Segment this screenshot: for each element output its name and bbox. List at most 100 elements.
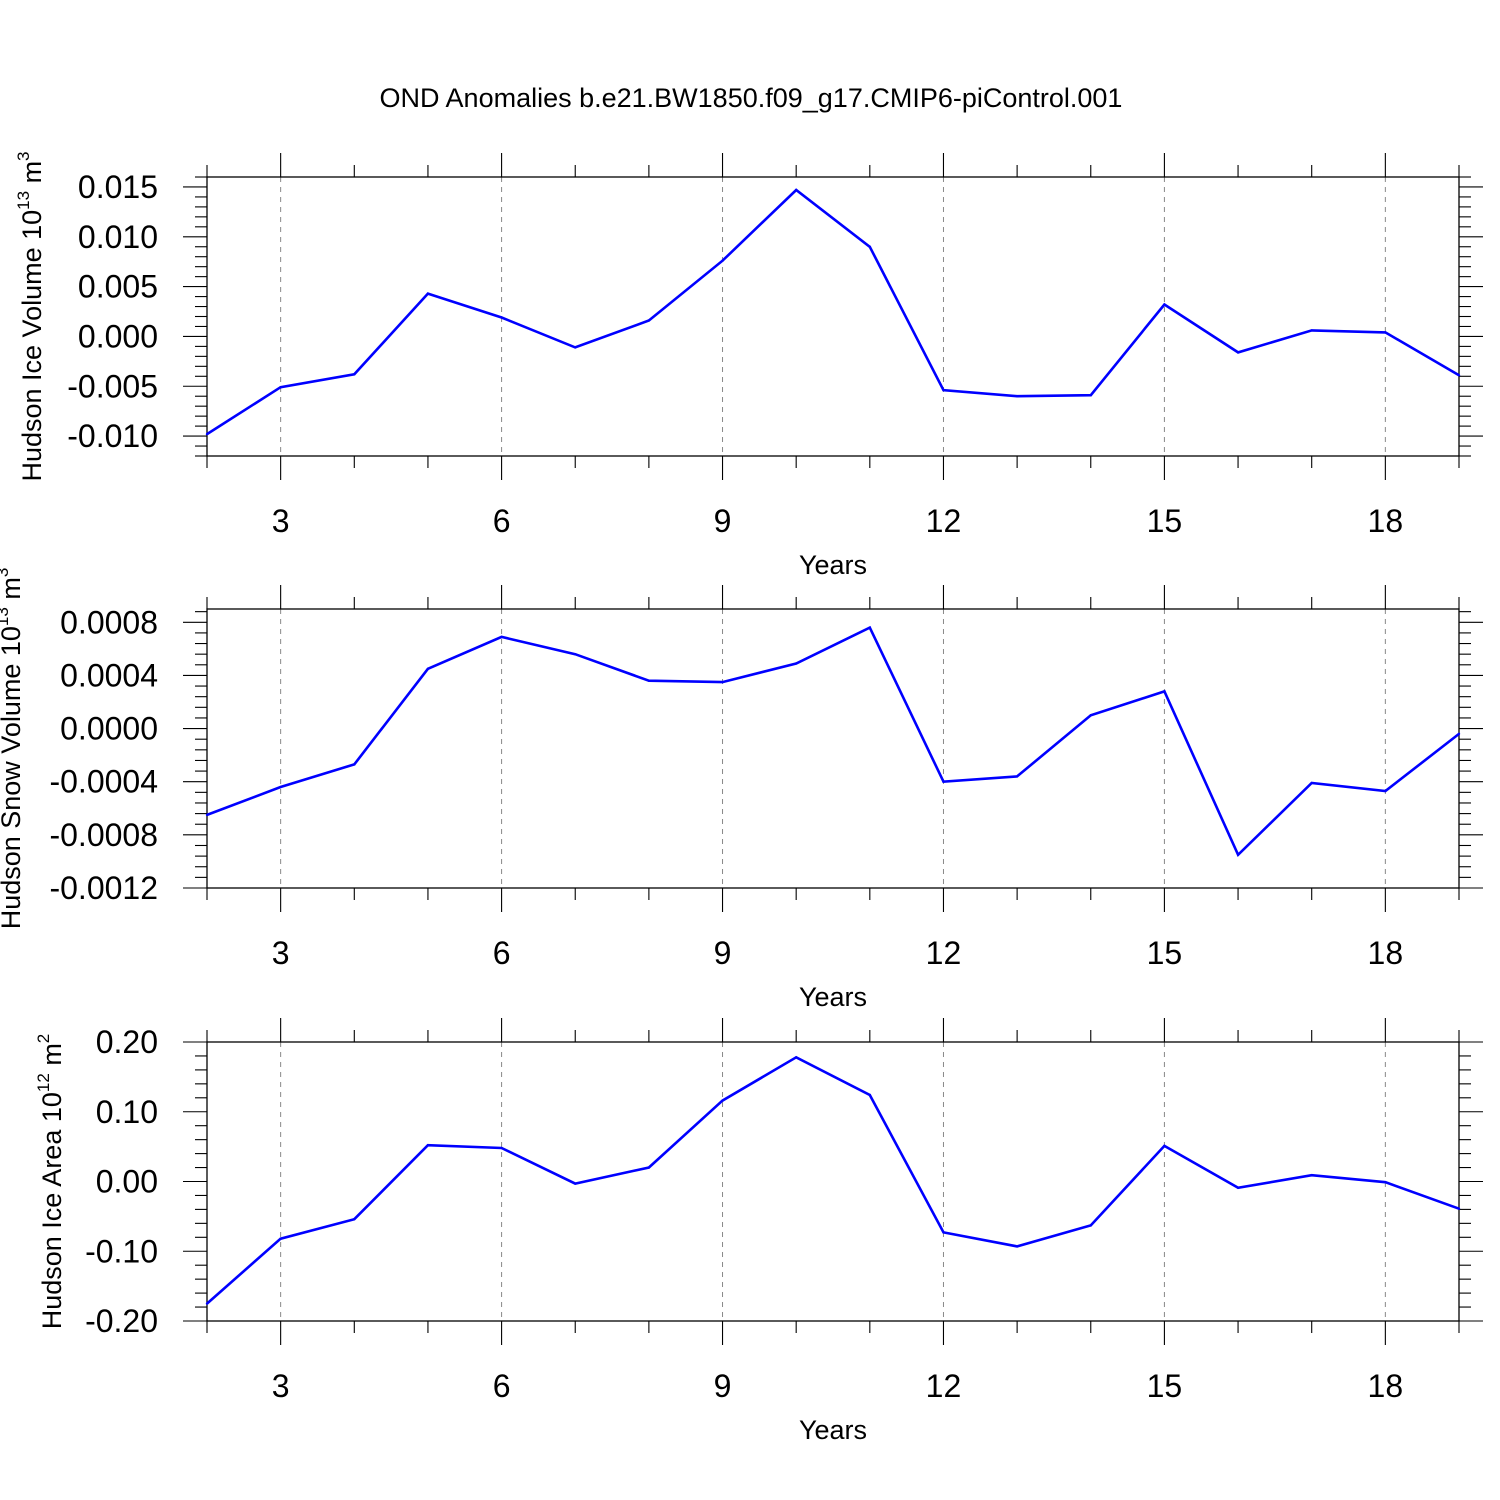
- data-point: [279, 785, 282, 789]
- y-axis-title: Hudson Snow Volume 1013 m3: [0, 568, 26, 930]
- x-tick-label: 3: [272, 1368, 290, 1404]
- x-tick-label: 3: [272, 503, 290, 539]
- y-tick-label: 0.0000: [60, 711, 158, 747]
- data-point: [868, 245, 872, 248]
- y-tick-label: -0.005: [67, 368, 158, 404]
- y-tick-label: 0.0008: [60, 604, 158, 640]
- panels: -0.010 -0.005 0.000 0.005 0.010 0.015 3 6 9 12 15 1…: [0, 151, 1483, 1445]
- data-point: [426, 667, 430, 670]
- x-tick-label: 9: [714, 935, 732, 971]
- data-point: [1384, 1180, 1387, 1184]
- y-axis-title-unit-exponent: 3: [0, 568, 12, 577]
- panel-2: -0.0012 -0.0008 -0.0004 0.0000 0.0004 0.0008 3…: [0, 568, 1483, 1012]
- y-tick-label: 0.0004: [60, 657, 158, 693]
- data-line: [206, 188, 1460, 436]
- y-tick-label: -0.20: [85, 1303, 158, 1339]
- data-point: [426, 292, 430, 295]
- x-tick-label: 18: [1368, 935, 1404, 971]
- data-point: [1163, 303, 1166, 306]
- y-tick-label: -0.0008: [49, 817, 158, 853]
- data-point: [205, 1302, 209, 1305]
- chart-title: OND Anomalies b.e21.BW1850.f09_g17.CMIP6…: [380, 83, 1123, 113]
- tick-marks: [183, 1018, 1483, 1345]
- data-point: [426, 1144, 430, 1147]
- x-tick-label: 9: [714, 503, 732, 539]
- plot-frame: [206, 608, 1460, 889]
- data-point: [942, 389, 945, 392]
- data-point: [1089, 394, 1092, 397]
- data-point: [1310, 329, 1313, 332]
- data-point: [1163, 1144, 1166, 1148]
- data-point: [1089, 714, 1092, 717]
- y-tick-label: 0.005: [78, 269, 158, 305]
- data-point: [1236, 1186, 1240, 1189]
- x-tick-label: 12: [926, 503, 962, 539]
- data-point: [1089, 1224, 1092, 1227]
- y-tick-label: 0.00: [96, 1164, 158, 1200]
- y-tick-label: 0.015: [78, 169, 158, 205]
- x-tick-label: 15: [1147, 935, 1183, 971]
- data-point: [1457, 374, 1461, 377]
- x-tick-label: 6: [493, 1368, 511, 1404]
- data-point: [868, 626, 872, 629]
- data-point: [279, 386, 282, 389]
- data-point: [1384, 331, 1387, 334]
- data-point: [794, 662, 798, 665]
- data-point: [353, 763, 356, 766]
- data-point: [500, 1146, 503, 1150]
- y-tick-label: -0.010: [67, 418, 158, 454]
- y-axis-title-exponent: 13: [14, 191, 33, 210]
- data-point: [721, 259, 724, 262]
- x-tick-label: 6: [493, 503, 511, 539]
- x-tick-label: 9: [714, 1368, 732, 1404]
- data-point: [721, 680, 724, 684]
- y-axis-title-main: Hudson Snow Volume 10: [0, 626, 26, 929]
- data-point: [1457, 732, 1461, 736]
- y-axis-title-unit: m: [17, 161, 47, 191]
- data-point: [647, 679, 651, 682]
- panel-3: -0.20 -0.10 0.00 0.10 0.20 3 6 9 12 15 18 Years Huds…: [34, 1018, 1483, 1445]
- x-tick-label: 15: [1147, 503, 1183, 539]
- x-tick-label: 12: [926, 935, 962, 971]
- data-point: [1384, 789, 1387, 793]
- data-point: [1310, 1174, 1313, 1177]
- data-point: [574, 1182, 577, 1185]
- x-tick-label: 15: [1147, 1368, 1183, 1404]
- y-tick-label: -0.0012: [49, 870, 158, 906]
- x-tick-label: 18: [1368, 503, 1404, 539]
- x-tick-label: 12: [926, 1368, 962, 1404]
- y-axis-title-main: Hudson Ice Volume 10: [17, 210, 47, 482]
- y-axis-title-unit-exponent: 2: [34, 1034, 53, 1043]
- data-point: [721, 1099, 724, 1102]
- data-point: [1163, 690, 1166, 693]
- x-tick-label: 3: [272, 935, 290, 971]
- x-axis-title: Years: [799, 550, 867, 580]
- y-axis-title-main: Hudson Ice Area 10: [37, 1092, 67, 1329]
- y-axis-title-exponent: 13: [0, 607, 12, 626]
- x-tick-label: 18: [1368, 1368, 1404, 1404]
- data-point: [942, 780, 945, 783]
- data-point: [574, 346, 577, 349]
- data-line: [206, 625, 1460, 858]
- data-point: [647, 319, 651, 322]
- panel-1: -0.010 -0.005 0.000 0.005 0.010 0.015 3 6 9 12 15 1…: [14, 151, 1483, 580]
- tick-marks: [183, 153, 1483, 480]
- data-point: [942, 1231, 945, 1234]
- data-line: [206, 1055, 1460, 1305]
- data-point: [279, 1237, 282, 1240]
- y-tick-label: -0.0004: [49, 764, 158, 800]
- y-tick-label: 0.010: [78, 219, 158, 255]
- data-point: [205, 813, 209, 817]
- x-axis-title: Years: [799, 982, 867, 1012]
- y-axis-title-unit-exponent: 3: [14, 151, 33, 160]
- data-point: [500, 635, 503, 639]
- x-axis-title: Years: [799, 1415, 867, 1445]
- data-point: [1015, 395, 1019, 398]
- data-point: [1310, 781, 1313, 785]
- data-point: [1015, 1245, 1019, 1248]
- data-point: [353, 373, 356, 376]
- data-point: [205, 432, 209, 436]
- y-axis-title-exponent: 12: [34, 1073, 53, 1092]
- data-point: [794, 1056, 798, 1059]
